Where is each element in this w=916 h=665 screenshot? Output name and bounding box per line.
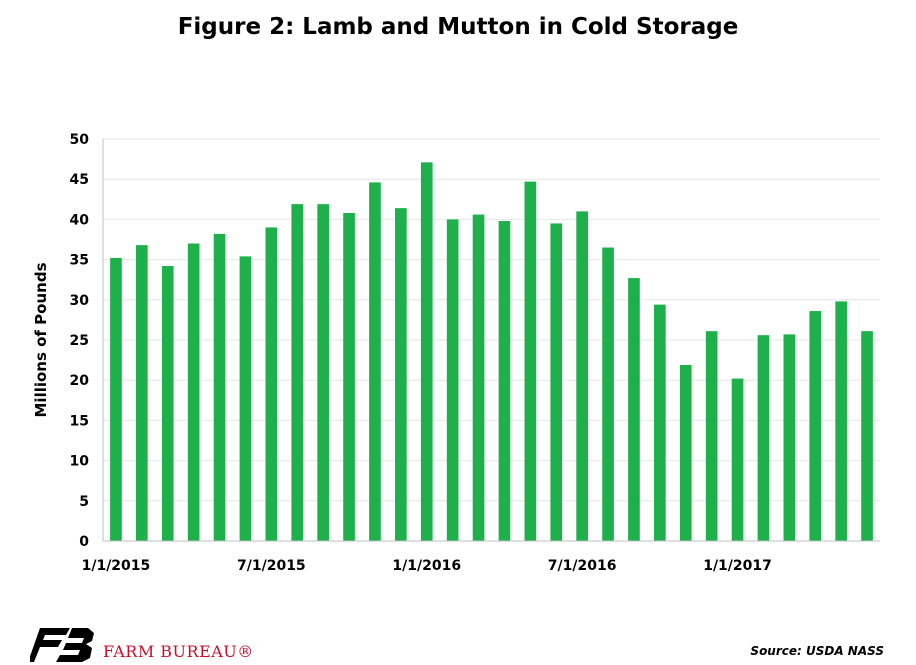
farm-bureau-wordmark: FARM BUREAU® [103, 642, 254, 661]
bar [524, 181, 537, 541]
y-tick-label: 5 [79, 494, 89, 510]
bar [550, 223, 563, 542]
y-tick-label: 15 [70, 413, 89, 429]
bar [705, 331, 718, 541]
bar [757, 335, 770, 541]
bar [239, 256, 252, 541]
x-tick-label: 1/1/2016 [392, 558, 461, 574]
x-tick-labels: 1/1/2015 7/1/2015 1/1/2016 7/1/2016 1/1/2017 [82, 558, 772, 574]
y-axis-label: Millions of Pounds [32, 262, 50, 417]
bar [213, 233, 226, 541]
y-tick-label: 30 [70, 293, 90, 309]
x-tick-label: 7/1/2016 [548, 558, 617, 574]
bar [369, 182, 381, 541]
bar [679, 364, 692, 541]
bar [783, 334, 796, 541]
bar [161, 266, 174, 541]
bar [420, 162, 433, 542]
bar [654, 304, 666, 541]
bars [110, 162, 873, 542]
bar [602, 247, 614, 542]
bar [317, 204, 329, 541]
source-note: Source: USDA NASS [750, 644, 884, 658]
bar [187, 243, 200, 541]
x-tick-label: 7/1/2015 [237, 558, 306, 574]
bar [265, 227, 278, 541]
bar [395, 208, 407, 542]
bar [136, 245, 148, 542]
y-tick-label: 10 [70, 454, 90, 470]
bar [446, 219, 459, 541]
bar [498, 221, 511, 541]
bar [861, 331, 873, 541]
y-tick-label: 40 [70, 212, 90, 228]
y-tick-label: 50 [70, 132, 90, 148]
bar [291, 204, 304, 541]
y-tick-label: 25 [70, 333, 89, 349]
bar [809, 311, 822, 541]
bar [110, 257, 122, 541]
y-tick-label: 45 [70, 172, 89, 188]
y-tick-label: 20 [70, 373, 90, 389]
bar [835, 301, 847, 541]
bar [731, 378, 744, 541]
y-tick-label: 35 [70, 253, 89, 269]
farm-bureau-logo-icon [30, 628, 94, 662]
gridlines [103, 138, 880, 502]
axes [102, 139, 880, 542]
bar [628, 278, 640, 541]
bar [343, 212, 355, 541]
bar [576, 211, 588, 542]
page-title: Figure 2: Lamb and Mutton in Cold Storag… [177, 14, 739, 40]
bar [472, 214, 485, 542]
x-tick-label: 1/1/2017 [703, 558, 772, 574]
x-tick-label: 1/1/2015 [82, 558, 151, 574]
y-tick-labels: 0 5 10 15 20 25 30 35 40 45 50 [70, 132, 90, 550]
y-tick-label: 0 [79, 534, 89, 550]
